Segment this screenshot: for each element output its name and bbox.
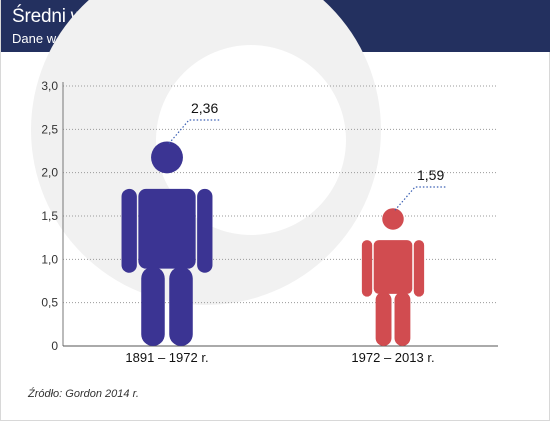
y-tick-label: 0 [51,339,58,353]
leader-line [394,186,447,211]
source-note: Źródło: Gordon 2014 r. [28,388,139,400]
person-torso [373,240,413,294]
watermark-logo [31,0,381,305]
y-axis: 0 0,5 1,0 1,5 2,0 2,5 3,0 [41,79,498,353]
y-tick-label: 1,5 [41,209,58,223]
y-tick-label: 0,5 [41,296,58,310]
value-label: 2,36 [191,100,218,116]
y-tick-label: 1,0 [41,252,58,266]
category-label: 1891 – 1972 r. [125,350,208,365]
y-tick-label: 2,5 [41,122,58,136]
person-bar [121,141,213,346]
y-tick-label: 3,0 [41,79,58,93]
person-arm-right [197,188,213,273]
data-marks: 2,36 1,59 [121,100,447,346]
person-leg-right [394,291,411,346]
category-label: 1972 – 2013 r. [351,350,434,365]
person-leg-right [169,266,193,346]
person-bar [361,208,425,346]
y-tick-label: 2,0 [41,166,58,180]
person-leg-left [375,291,392,346]
person-torso [138,188,196,269]
value-label: 1,59 [417,167,444,183]
x-axis: 1891 – 1972 r. 1972 – 2013 r. [125,350,434,365]
person-leg-left [141,266,165,346]
person-arm-left [121,188,137,273]
person-head [382,208,404,230]
person-arm-left [361,240,373,297]
person-head [151,141,183,174]
person-arm-right [413,240,425,297]
watermark-inner [156,45,346,235]
